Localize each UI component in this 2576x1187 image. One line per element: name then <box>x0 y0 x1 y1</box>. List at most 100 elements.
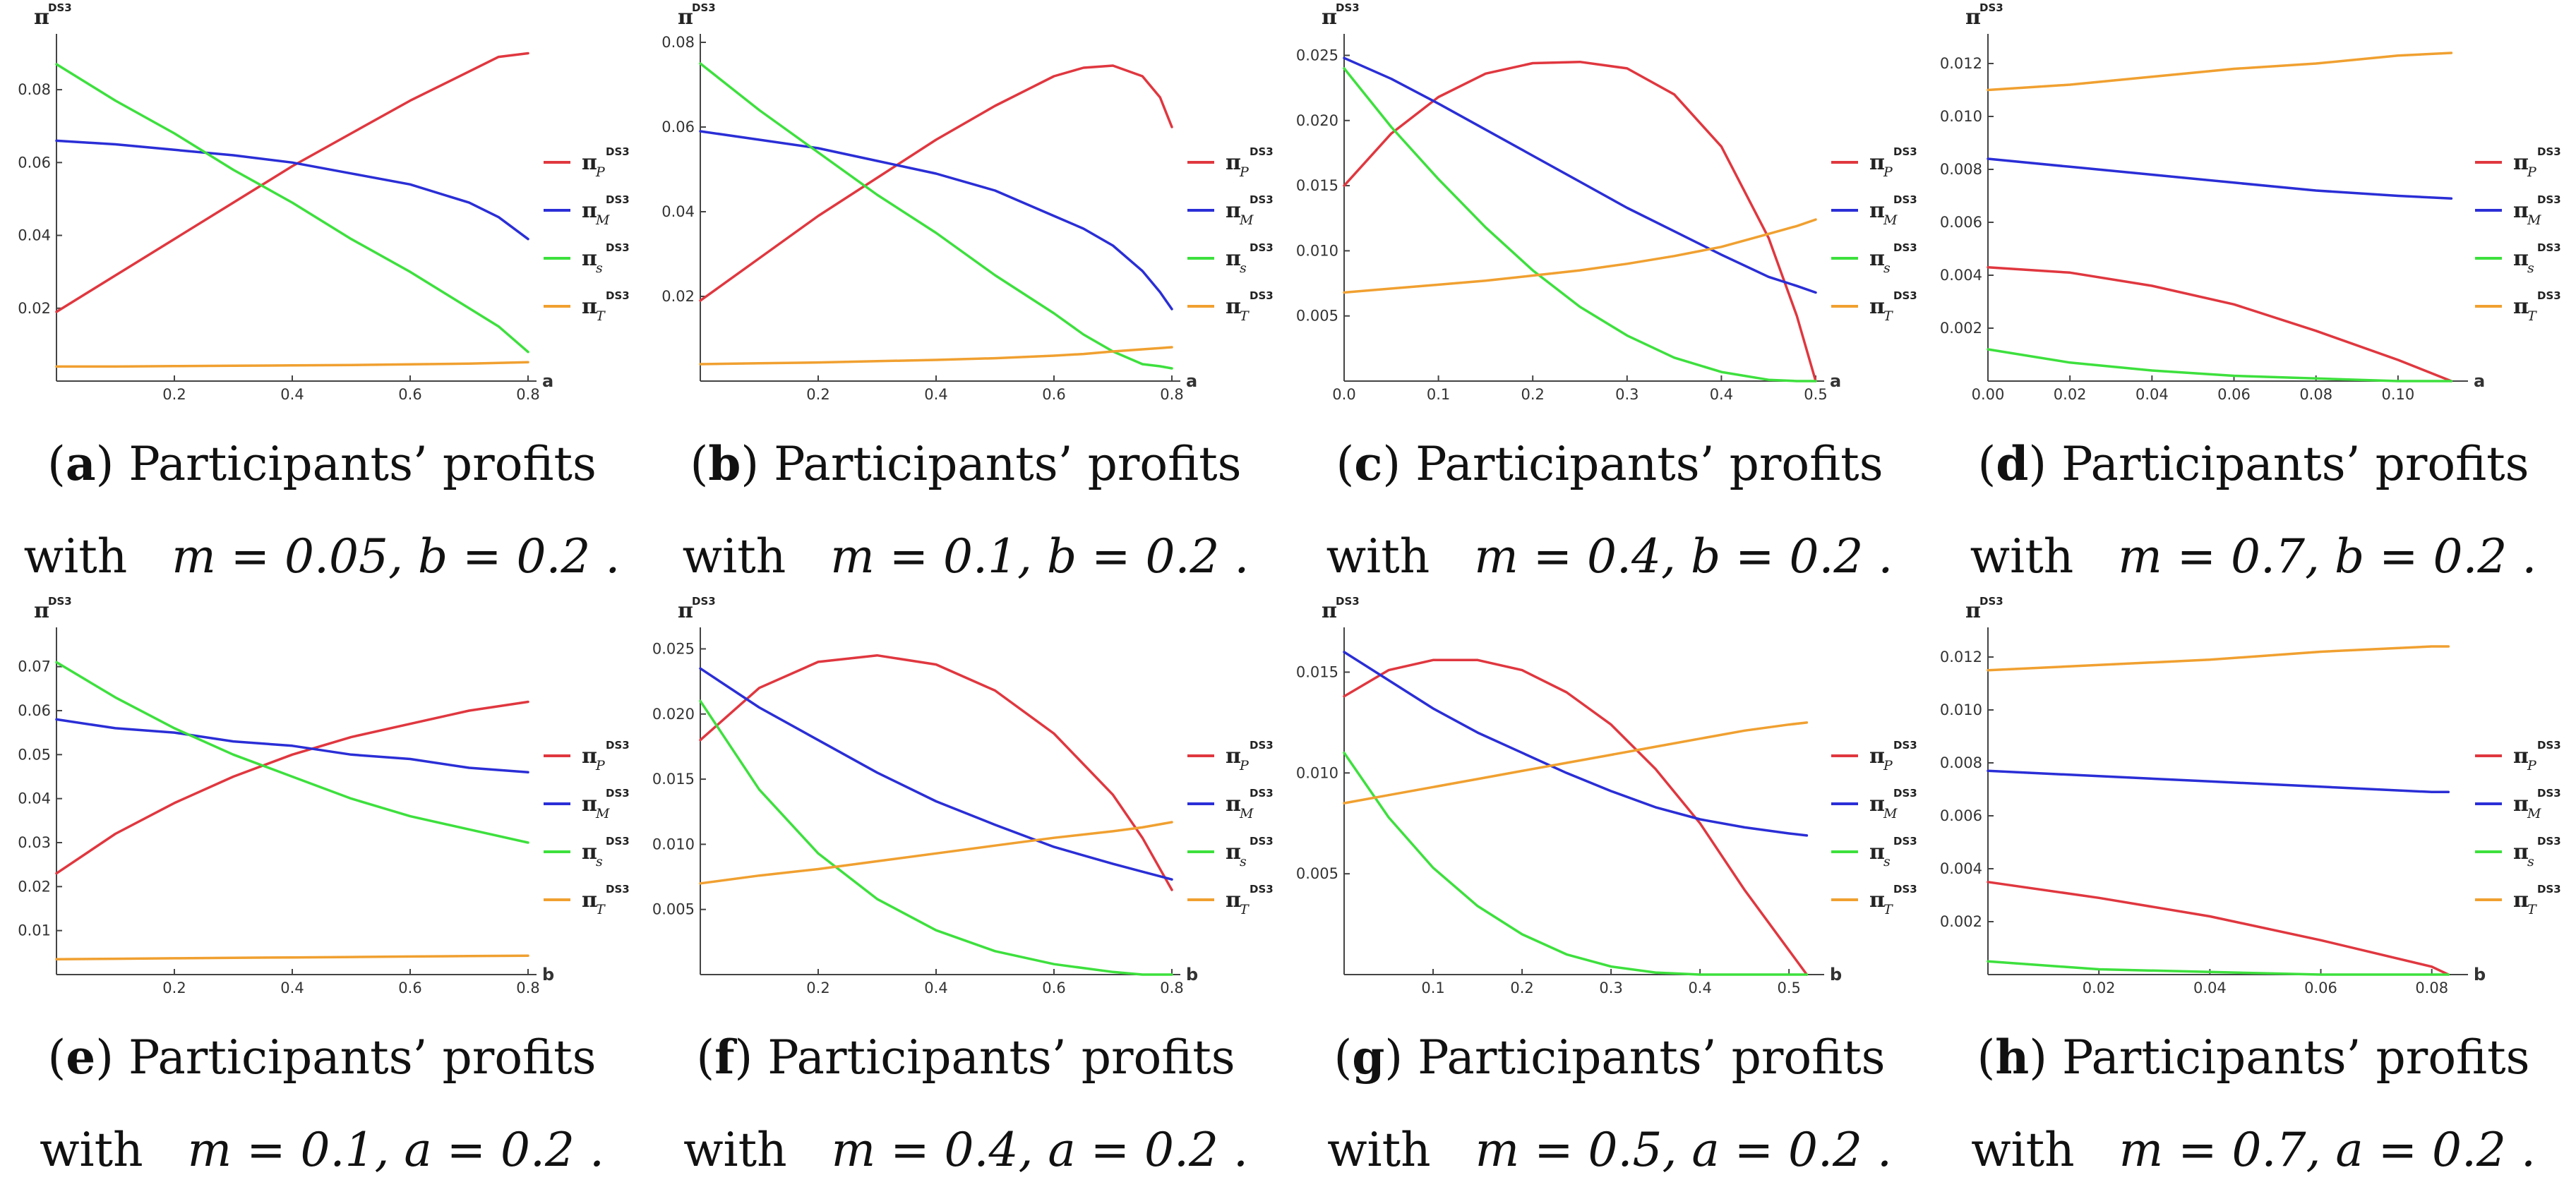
legend-label: π <box>582 246 597 271</box>
caption-text: Participants’ profits <box>128 1030 597 1085</box>
legend-label-subscript: M <box>595 212 610 228</box>
y-tick-label: 0.015 <box>652 771 695 788</box>
caption-params: with m = 0.7, b = 0.2 . <box>1931 534 2575 580</box>
legend-label-superscript: DS3 <box>1893 739 1917 752</box>
y-tick-label: 0.02 <box>661 288 695 305</box>
series-line-πM <box>55 139 529 241</box>
caption-params-text: m = 0.05, b = 0.2 . <box>172 529 621 584</box>
y-tick-label: 0.008 <box>1940 161 1982 178</box>
x-tick-label: 0.08 <box>2415 980 2448 996</box>
legend-label: π <box>2513 246 2529 271</box>
y-axis-label-superscript: DS3 <box>1336 595 1360 608</box>
series-line-πP <box>699 64 1173 302</box>
y-tick-label: 0.002 <box>1940 913 1982 930</box>
series-line-πM <box>55 718 529 773</box>
legend-label-superscript: DS3 <box>1893 835 1917 848</box>
legend-label-subscript: P <box>2527 758 2537 773</box>
x-axis-label: a <box>2474 371 2485 391</box>
legend-label-superscript: DS3 <box>2537 241 2561 254</box>
y-axis-label: π <box>678 5 693 30</box>
series-line-πM <box>1987 769 2450 794</box>
series-line-πs <box>1343 751 1809 976</box>
x-axis-label: a <box>1830 371 1841 391</box>
caption-title: (c) Participants’ profits <box>1336 436 1883 491</box>
series-line-πs <box>1343 67 1817 382</box>
legend-label-subscript: T <box>2527 902 2537 917</box>
y-tick-label: 0.020 <box>1296 112 1338 129</box>
y-tick-label: 0.005 <box>1296 308 1338 325</box>
series-line-πP <box>1987 881 2450 976</box>
y-tick-label: 0.010 <box>1940 108 1982 125</box>
legend-label-superscript: DS3 <box>606 145 630 158</box>
series-line-πM <box>1343 56 1817 294</box>
y-tick-label: 0.004 <box>1940 267 1982 284</box>
caption-text: Participants’ profits <box>1415 437 1883 491</box>
legend-label-superscript: DS3 <box>606 241 630 254</box>
y-tick-label: 0.010 <box>1296 764 1338 781</box>
x-axis-label: b <box>1830 965 1842 984</box>
y-tick-label: 0.06 <box>18 702 51 719</box>
legend-label: π <box>582 888 597 912</box>
caption-letter: d <box>1996 436 2029 491</box>
x-tick-label: 0.6 <box>1042 386 1065 403</box>
y-tick-label: 0.008 <box>1940 754 1982 771</box>
x-tick-label: 0.2 <box>806 386 829 403</box>
series-line-πP <box>55 700 529 875</box>
y-tick-label: 0.03 <box>18 834 51 851</box>
caption-params-text: m = 0.7, b = 0.2 . <box>2118 529 2537 584</box>
x-axis-label: b <box>2474 965 2486 984</box>
y-tick-label: 0.05 <box>18 746 51 763</box>
caption-params-text: m = 0.1, b = 0.2 . <box>830 529 1250 584</box>
legend-label-subscript: s <box>1883 854 1891 869</box>
caption-params-text: m = 0.4, b = 0.2 . <box>1474 529 1893 584</box>
x-axis-label: b <box>1186 965 1198 984</box>
series-line-πs <box>699 699 1173 976</box>
legend-label-superscript: DS3 <box>2537 883 2561 896</box>
y-tick-label: 0.010 <box>1296 242 1338 259</box>
legend-label-subscript: T <box>1883 902 1893 917</box>
y-tick-label: 0.04 <box>18 227 51 244</box>
y-tick-label: 0.025 <box>1296 47 1338 64</box>
legend-label-superscript: DS3 <box>2537 787 2561 800</box>
caption-params-text: m = 0.4, a = 0.2 . <box>831 1123 1248 1177</box>
caption-text: Participants’ profits <box>128 437 597 491</box>
legend-label: π <box>1869 840 1885 864</box>
y-tick-label: 0.02 <box>18 878 51 895</box>
x-tick-label: 0.2 <box>806 980 829 996</box>
y-axis-label: π <box>34 598 49 623</box>
chart-panel-h: π DS3 b 0.02 0.04 0.06 0.08 0.002 0.004 0.006 0.00… <box>1931 594 2575 1187</box>
y-axis-label-superscript: DS3 <box>48 1 72 14</box>
y-axis-label-superscript: DS3 <box>48 595 72 608</box>
legend-label: π <box>1226 246 1241 271</box>
x-tick-label: 0.2 <box>1521 386 1544 403</box>
x-tick-label: 0.04 <box>2135 386 2169 403</box>
caption-params: with m = 0.4, b = 0.2 . <box>1288 534 1931 580</box>
legend-label-subscript: s <box>596 854 603 869</box>
y-tick-label: 0.006 <box>1940 807 1982 824</box>
x-tick-label: 0.4 <box>280 386 304 403</box>
caption-title: (d) Participants’ profits <box>1977 436 2529 491</box>
legend-label-subscript: T <box>596 308 606 324</box>
legend-label-subscript: P <box>1239 164 1250 180</box>
x-tick-label: 0.4 <box>1710 386 1733 403</box>
legend-label: π <box>582 792 597 817</box>
caption-letter: b <box>708 436 741 491</box>
caption-with: with <box>682 529 831 584</box>
series-line-πT <box>55 361 529 368</box>
legend-label-superscript: DS3 <box>1250 787 1274 800</box>
x-tick-label: 0.8 <box>1160 386 1183 403</box>
legend-label-subscript: P <box>595 164 606 180</box>
caption-text: Participants’ profits <box>2061 437 2529 491</box>
y-tick-label: 0.08 <box>18 81 51 98</box>
caption-text: Participants’ profits <box>767 1030 1235 1085</box>
legend-label-subscript: M <box>1239 212 1254 228</box>
legend-label: π <box>582 294 597 319</box>
legend-label-superscript: DS3 <box>2537 289 2561 302</box>
chart-panel-c: π DS3 a 0.0 0.1 0.2 0.3 0.4 0.5 0.005 0.010 0.015 0.… <box>1288 0 1931 594</box>
x-tick-label: 0.04 <box>2193 980 2227 996</box>
caption-title: (f) Participants’ profits <box>696 1030 1235 1085</box>
legend-label-subscript: s <box>2527 854 2534 869</box>
